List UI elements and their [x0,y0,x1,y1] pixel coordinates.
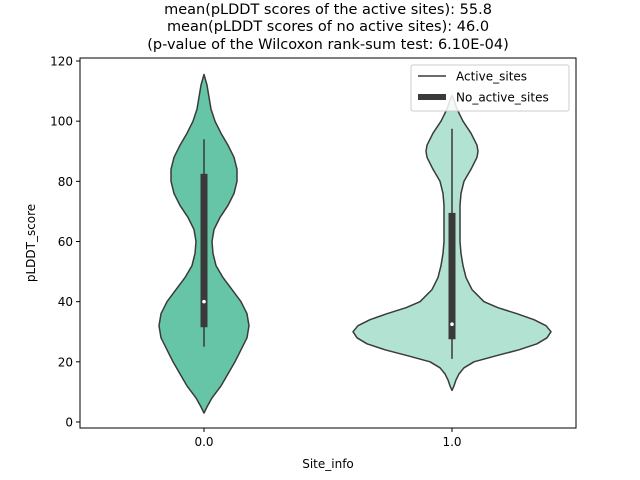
legend-label-active-sites: Active_sites [456,70,527,84]
y-tick-label-5: 100 [50,115,73,129]
plot-frame [79,57,577,429]
legend: Active_sites No_active_sites [410,64,570,112]
chart-title-line-1: mean(pLDDT scores of the active sites): … [164,2,492,18]
legend-box [410,64,570,112]
y-tick-label-2: 40 [58,295,73,309]
violin-layer [158,73,552,414]
y-tick-label-6: 120 [50,55,73,69]
y-tick-label-3: 60 [58,235,73,249]
legend-label-no-active-sites: No_active_sites [456,91,549,105]
y-tick-label-0: 0 [65,415,73,429]
chart-title-line-3: (p-value of the Wilcoxon rank-sum test: … [147,37,508,53]
y-tick-label-4: 80 [58,175,73,189]
violin-median-0 [202,299,206,304]
x-tick-label-1: 1.0 [442,435,461,449]
y-axis: 0 20 40 60 80 100 120 [50,55,80,429]
y-tick-label-1: 20 [58,355,73,369]
violin-iqr-box-1 [448,212,456,340]
x-axis-label: Site_info [302,457,354,471]
x-tick-label-0: 0.0 [194,435,213,449]
violin-median-1 [450,322,454,327]
chart-title-line-2: mean(pLDDT scores of no active sites): 4… [167,19,489,35]
y-axis-label: pLDDT_score [24,204,38,282]
x-axis: 0.0 1.0 [194,428,462,449]
violin-iqr-box-0 [200,173,208,328]
